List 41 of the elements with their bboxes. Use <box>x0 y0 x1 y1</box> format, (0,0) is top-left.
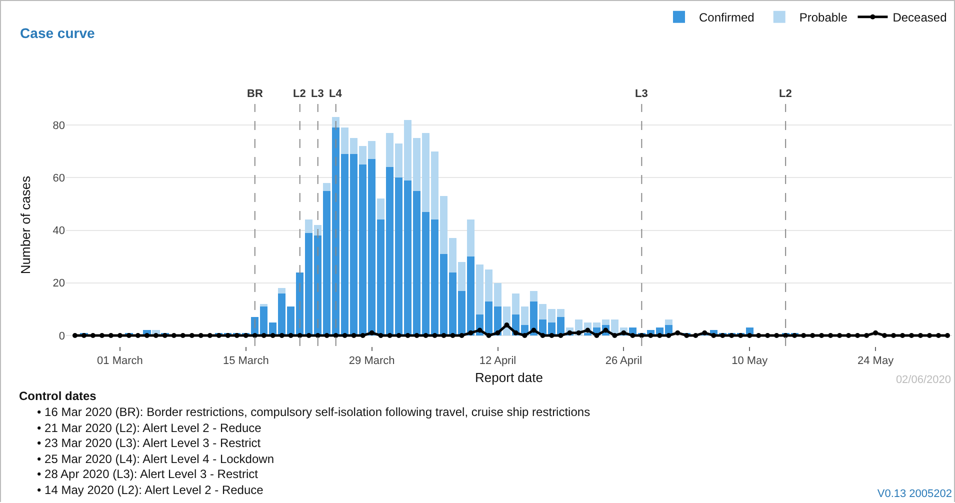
text: • 23 Mar 2020 (L3): Alert Level 3 - Restrict <box>37 436 262 452</box>
x-tick-label: 15 March <box>222 355 269 368</box>
text: • 25 Mar 2020 (L4): Alert Level 4 - Lockdown <box>37 452 275 467</box>
bar <box>664 320 672 325</box>
chart-title: Case curve <box>20 24 95 41</box>
y-tick-label: 60 <box>52 172 65 184</box>
y-axis-title: Number of cases <box>18 175 33 274</box>
y-tick-label: 80 <box>52 120 65 132</box>
text: • 28 Apr 2020 (L3): Alert Level 3 - Restrict <box>37 467 259 482</box>
legend-label: Confirmed <box>699 10 754 25</box>
ref-line-label: BR <box>247 88 263 100</box>
x-tick-label: 10 May <box>732 355 768 368</box>
text: V0.13 2005202 <box>877 488 952 500</box>
bar <box>278 288 286 294</box>
x-tick-label: 29 March <box>348 355 395 368</box>
text: • 16 Mar 2020 (BR): Border restrictions, compulsory self-isolation following travel, cruise ship restrictions <box>37 405 590 420</box>
bar <box>377 198 385 220</box>
x-tick-label: 24 May <box>858 355 894 368</box>
y-tick-label: 0 <box>58 330 65 342</box>
text: Control dates <box>19 389 98 403</box>
text: • 21 Mar 2020 (L2): Alert Level 2 - Reduce <box>37 420 262 436</box>
bar <box>260 304 268 307</box>
x-tick-label: 12 April <box>479 355 516 368</box>
ref-line-label: L3 <box>635 88 648 100</box>
ref-line-label: L2 <box>779 88 792 100</box>
legend-label: Probable <box>799 10 848 25</box>
x-tick-label: 01 March <box>97 355 143 368</box>
y-tick-label: 20 <box>52 278 65 290</box>
bar <box>332 117 340 128</box>
legend-label: Deceased <box>892 10 947 25</box>
ref-line-label: L2 <box>293 88 306 100</box>
ref-line-label: L3 <box>311 88 324 100</box>
x-axis-title: Report date <box>475 370 543 385</box>
x-tick-label: 26 April <box>605 355 642 368</box>
text: • 14 May 2020 (L2): Alert Level 2 - Reduce <box>37 482 264 498</box>
y-tick-label: 40 <box>52 225 65 238</box>
bar <box>323 182 331 191</box>
ref-line-label: L4 <box>329 88 343 100</box>
text: 02/06/2020 <box>896 374 951 386</box>
bar <box>530 290 538 302</box>
bar <box>466 220 475 257</box>
